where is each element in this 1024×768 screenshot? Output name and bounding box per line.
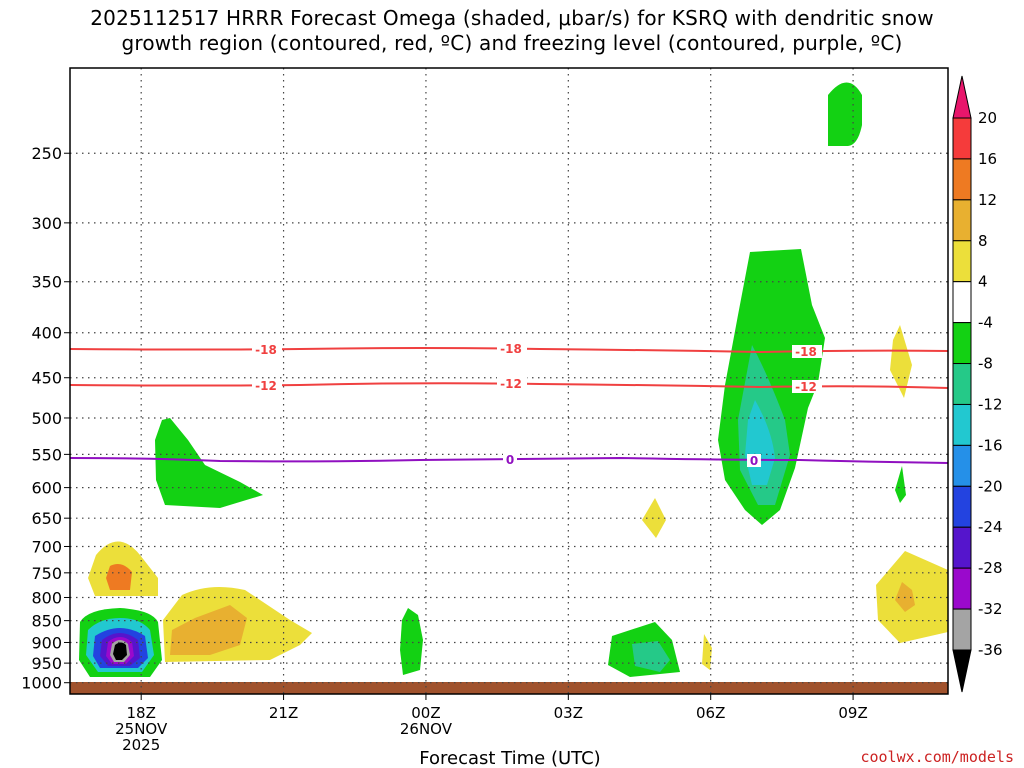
plot-frame xyxy=(69,67,949,695)
contour-label: -12 xyxy=(500,377,522,391)
contour-label: 0 xyxy=(506,453,514,467)
colorbar-label: -20 xyxy=(978,477,1003,495)
y-tick-label: 650 xyxy=(31,509,62,528)
contour-label: 0 xyxy=(750,454,758,468)
colorbar: 20 16 12 8 4 -4 -8 -12 -16 -20 -24 -28 -32 -36 xyxy=(952,75,1003,693)
colorbar-label: -24 xyxy=(978,518,1003,536)
colorbar-swatch xyxy=(952,322,972,365)
x-tick-label: 06Z xyxy=(696,704,725,722)
y-tick-label: 400 xyxy=(31,324,62,343)
y-tick-label: 800 xyxy=(31,588,62,607)
omega-region xyxy=(170,605,247,655)
x-tick-label: 18Z xyxy=(127,704,156,722)
colorbar-label: -8 xyxy=(978,355,993,373)
credit-text: coolwx.com/models xyxy=(860,748,1014,766)
y-tick-label: 950 xyxy=(31,654,62,673)
omega-region xyxy=(642,498,666,538)
colorbar-label: 12 xyxy=(978,191,997,209)
omega-region xyxy=(895,466,906,503)
y-axis: 250 300 350 400 450 500 550 600 650 700 750 800 850 9… xyxy=(21,144,70,693)
contour-label: -12 xyxy=(795,380,817,394)
x-tick-sublabel: 26NOV xyxy=(400,720,453,738)
colorbar-swatch xyxy=(952,363,972,405)
x-tick-label: 00Z xyxy=(411,704,440,722)
colorbar-swatch xyxy=(952,240,972,283)
y-tick-label: 750 xyxy=(31,564,62,583)
ground-terrain xyxy=(70,682,948,694)
y-tick-label: 700 xyxy=(31,537,62,556)
colorbar-swatch xyxy=(952,444,972,487)
colorbar-label: 20 xyxy=(978,109,997,127)
contour-label: -18 xyxy=(500,342,522,356)
colorbar-swatch xyxy=(952,485,972,528)
colorbar-label: 8 xyxy=(978,232,988,250)
colorbar-label: -12 xyxy=(978,395,1003,413)
x-tick-sublabel: 25NOV xyxy=(115,720,168,738)
omega-region xyxy=(828,82,862,146)
colorbar-label: -16 xyxy=(978,436,1003,454)
omega-region xyxy=(632,641,670,672)
x-tick-label: 09Z xyxy=(838,704,867,722)
colorbar-swatch xyxy=(952,158,972,201)
y-tick-label: 850 xyxy=(31,612,62,631)
y-tick-label: 900 xyxy=(31,633,62,652)
contour-label: -18 xyxy=(795,345,817,359)
contour-label: -12 xyxy=(255,379,277,393)
omega-region xyxy=(702,634,712,670)
colorbar-label: -36 xyxy=(978,641,1003,659)
x-tick-sublabel: 2025 xyxy=(122,736,160,754)
colorbar-swatch xyxy=(952,199,972,242)
colorbar-label: -4 xyxy=(978,314,993,332)
y-tick-label: 450 xyxy=(31,369,62,388)
title-line-2: growth region (contoured, red, ºC) and f… xyxy=(121,31,903,55)
colorbar-label: -28 xyxy=(978,559,1003,577)
contour-label: -18 xyxy=(255,343,277,357)
omega-region xyxy=(106,564,132,590)
x-tick-label: 21Z xyxy=(269,704,298,722)
y-tick-label: 300 xyxy=(31,214,62,233)
colorbar-swatch xyxy=(952,403,972,446)
omega-region xyxy=(155,418,263,508)
colorbar-swatch xyxy=(952,526,972,569)
contour-lines: -18 -18 -18 -12 -12 -12 0 0 xyxy=(69,342,949,468)
colorbar-label: 16 xyxy=(978,150,997,168)
colorbar-swatch xyxy=(952,608,972,651)
x-tick-label: 03Z xyxy=(554,704,583,722)
y-tick-label: 1000 xyxy=(21,674,62,693)
colorbar-label: 4 xyxy=(978,273,988,291)
y-tick-label: 500 xyxy=(31,409,62,428)
colorbar-label: -32 xyxy=(978,600,1003,618)
y-tick-label: 550 xyxy=(31,445,62,464)
omega-region xyxy=(400,608,423,675)
y-tick-label: 350 xyxy=(31,273,62,292)
chart-title: 2025112517 HRRR Forecast Omega (shaded, … xyxy=(0,6,1024,56)
title-line-1: 2025112517 HRRR Forecast Omega (shaded, … xyxy=(90,6,934,30)
y-tick-label: 250 xyxy=(31,144,62,163)
colorbar-arrow-top xyxy=(952,75,972,119)
omega-region xyxy=(890,325,912,398)
x-axis-title: Forecast Time (UTC) xyxy=(419,748,600,768)
contour-zero xyxy=(69,456,949,464)
colorbar-arrow-bottom xyxy=(952,649,972,693)
y-tick-label: 600 xyxy=(31,479,62,498)
colorbar-swatch xyxy=(952,117,972,160)
colorbar-swatch xyxy=(952,567,972,610)
colorbar-swatch xyxy=(952,281,972,324)
omega-region xyxy=(113,642,127,660)
